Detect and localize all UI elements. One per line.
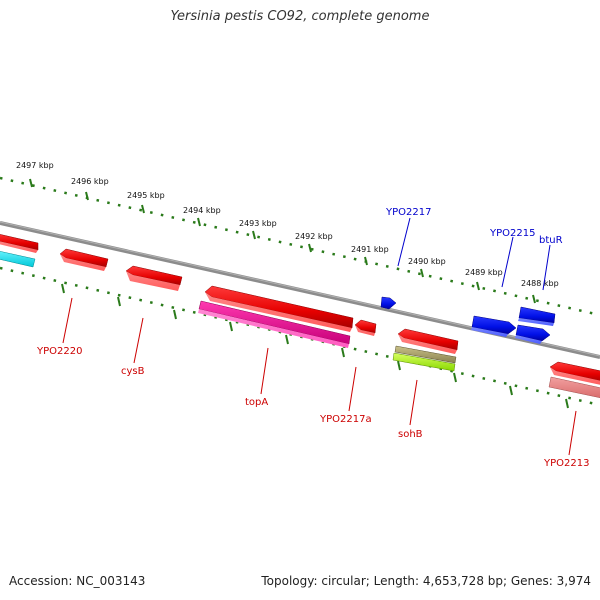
kbp-label: 2488 kbp bbox=[521, 279, 559, 288]
kbp-label: 2489 kbp bbox=[465, 268, 503, 277]
gene-label-sohb[interactable]: sohB bbox=[398, 429, 423, 440]
gene-cysb[interactable] bbox=[125, 265, 183, 291]
gene-label-ypo2213[interactable]: YPO2213 bbox=[543, 458, 589, 469]
gene-cyan-feature[interactable] bbox=[0, 250, 36, 268]
kbp-label: 2495 kbp bbox=[127, 191, 165, 200]
kbp-label: 2497 kbp bbox=[16, 161, 54, 170]
gene-ypo2213-feature[interactable] bbox=[548, 376, 600, 399]
gene-label-ypo2217[interactable]: YPO2217 bbox=[385, 207, 431, 218]
map-title: Yersinia pestis CO92, complete genome bbox=[170, 9, 430, 24]
lower-tick-track bbox=[0, 266, 600, 409]
gene-ypo2221[interactable] bbox=[0, 233, 39, 253]
gene-sohb-feature-olive[interactable] bbox=[394, 345, 457, 364]
kbp-label: 2492 kbp bbox=[295, 232, 333, 241]
gene-ypo2217a[interactable] bbox=[354, 319, 377, 336]
gene-ypo2214[interactable] bbox=[518, 306, 556, 326]
kbp-label: 2490 kbp bbox=[408, 257, 446, 266]
kbp-label: 2494 kbp bbox=[183, 206, 221, 215]
kbp-label: 2491 kbp bbox=[351, 245, 389, 254]
genome-backbone bbox=[0, 221, 600, 359]
kbp-label: 2496 kbp bbox=[71, 177, 109, 186]
gene-topa-cds[interactable] bbox=[198, 300, 351, 348]
kbp-scale-labels: 2497 kbp 2496 kbp 2495 kbp 2494 kbp 2493… bbox=[16, 161, 559, 288]
gene-label-ypo2215[interactable]: YPO2215 bbox=[489, 228, 535, 239]
gene-btur[interactable] bbox=[515, 324, 551, 344]
gene-label-topa[interactable]: topA bbox=[245, 397, 268, 408]
gene-topa[interactable] bbox=[204, 285, 354, 332]
gene-ypo2213[interactable] bbox=[549, 361, 600, 386]
kbp-label: 2493 kbp bbox=[239, 219, 277, 228]
upper-tick-track bbox=[0, 176, 600, 317]
reverse-label-leaders bbox=[62, 297, 577, 456]
forward-label-leaders bbox=[397, 217, 551, 291]
gene-sohb-feature-lime[interactable] bbox=[392, 352, 456, 372]
genome-summary-text: Topology: circular; Length: 4,653,728 bp… bbox=[261, 574, 591, 588]
gene-ypo2217[interactable] bbox=[380, 296, 397, 310]
gene-label-btur[interactable]: btuR bbox=[539, 235, 563, 246]
gene-label-ypo2217a[interactable]: YPO2217a bbox=[319, 414, 372, 425]
gene-label-ypo2220[interactable]: YPO2220 bbox=[36, 346, 82, 357]
gene-label-cysb[interactable]: cysB bbox=[121, 366, 145, 377]
gene-ypo2215[interactable] bbox=[471, 315, 517, 337]
gene-sohb[interactable] bbox=[397, 328, 459, 354]
gene-ypo2220[interactable] bbox=[59, 248, 109, 271]
accession-text: Accession: NC_003143 bbox=[9, 574, 146, 588]
